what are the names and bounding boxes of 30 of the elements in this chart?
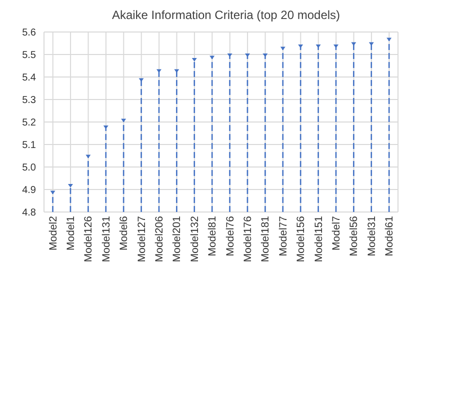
chart-title: Akaike Information Criteria (top 20 models)	[110, 8, 342, 24]
x-tick-label: Model77	[277, 216, 290, 256]
y-tick-label: 5.0	[22, 162, 36, 174]
x-tick-label: Model1	[65, 216, 78, 250]
x-tick-label: Model181	[260, 216, 272, 262]
y-tick-label: 5.3	[22, 95, 36, 106]
x-tick-label: Model206	[154, 216, 166, 262]
y-tick-label: 4.9	[22, 185, 36, 196]
x-tick-label: Model151	[312, 216, 325, 262]
x-tick-label: Model201	[171, 216, 184, 262]
y-tick-label: 4.8	[22, 208, 36, 219]
y-tick-label: 5.2	[22, 118, 36, 129]
x-tick-label: Model127	[136, 216, 148, 262]
y-tick-label: 5.5	[22, 50, 36, 62]
x-tick-label: Model126	[82, 216, 95, 262]
y-tick-label: 5.1	[22, 140, 36, 152]
y-tick-label: 5.6	[22, 28, 36, 39]
x-tick-label: Model131	[100, 216, 112, 262]
x-tick-label: Model156	[295, 216, 308, 262]
x-tick-label: Model76	[224, 216, 236, 256]
x-tick-label: Model7	[330, 216, 343, 250]
x-tick-label: Model31	[366, 216, 378, 256]
x-tick-label: Model81	[206, 216, 219, 256]
y-tick-label: 5.4	[22, 72, 36, 84]
x-tick-label: Model61	[384, 216, 396, 256]
x-tick-label: Model56	[348, 216, 360, 256]
x-tick-label: Model176	[242, 216, 254, 262]
x-tick-label: Model2	[47, 216, 60, 250]
x-tick-label: Model6	[118, 216, 130, 250]
x-tick-label: Model132	[188, 216, 201, 262]
